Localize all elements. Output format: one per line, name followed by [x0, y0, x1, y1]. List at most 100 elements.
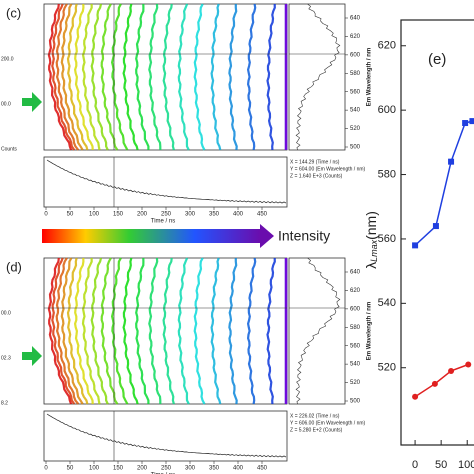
contour	[228, 258, 238, 405]
wl-tick-label: 620	[350, 34, 361, 40]
left-label: 200.0	[1, 56, 14, 62]
readout: X = 144.29 (Time / ns)	[290, 159, 340, 165]
time-tick-label: 250	[161, 466, 172, 472]
root: (c) 500 520 540 560 580 600 620 640 Em Wavelength…	[1, 3, 474, 474]
panel-label: (c)	[6, 5, 21, 20]
wl-tick-label: 580	[350, 325, 361, 331]
time-tick-label: 200	[137, 212, 148, 218]
time-tick-label: 0	[44, 466, 48, 472]
series-line	[414, 363, 469, 398]
time-tick-label: 350	[209, 212, 220, 218]
contour	[60, 3, 84, 151]
decay-trace	[46, 413, 287, 458]
contour	[51, 257, 76, 405]
contour	[266, 257, 276, 405]
contour	[177, 257, 190, 405]
left-label: 00.0	[1, 310, 11, 316]
contour	[148, 3, 162, 150]
wl-tick-label: 600	[350, 306, 361, 312]
y-tick-label: 600	[378, 104, 396, 116]
wl-tick-label: 500	[350, 145, 361, 151]
left-label: 00.0	[1, 101, 11, 107]
contour	[66, 3, 89, 151]
wl-tick-label: 540	[350, 108, 361, 114]
x-tick-label: 100	[458, 459, 474, 471]
contour	[55, 257, 80, 405]
x-tick-label: 0	[412, 459, 418, 471]
time-axis-label: Time / ns	[151, 473, 175, 474]
contour	[246, 257, 257, 405]
spectrum	[295, 3, 341, 151]
contour	[47, 3, 73, 151]
intensity-label: Intensity	[278, 228, 330, 244]
contour	[81, 257, 101, 405]
time-tick-label: 300	[185, 466, 196, 472]
marker	[448, 158, 455, 165]
spectrum-frame	[288, 3, 346, 151]
contour	[100, 257, 119, 405]
contour	[148, 257, 162, 404]
contour	[210, 257, 222, 405]
intensity-arrowhead	[260, 224, 274, 248]
contour	[135, 257, 150, 404]
trace-frame	[43, 410, 288, 462]
marker	[431, 380, 438, 387]
marker	[432, 223, 439, 230]
time-tick-label: 200	[137, 466, 148, 472]
y-tick-label: 580	[378, 168, 396, 180]
time-tick-label: 400	[233, 212, 244, 218]
contour	[55, 3, 80, 151]
time-tick-label: 100	[89, 212, 100, 218]
time-tick-label: 300	[185, 212, 196, 218]
contour	[228, 4, 238, 151]
y-label-symbol: λ	[363, 262, 379, 269]
y-tick-label: 620	[378, 40, 396, 52]
spectrum-frame	[288, 257, 346, 405]
marker	[412, 393, 419, 400]
wl-tick-label: 560	[350, 89, 361, 95]
contour	[110, 257, 129, 405]
contour	[73, 257, 94, 405]
wl-tick-label: 500	[350, 399, 361, 405]
time-tick-label: 100	[89, 466, 100, 472]
contour	[135, 3, 150, 150]
spectrum	[295, 257, 341, 405]
time-tick-label: 450	[257, 466, 268, 472]
marker	[462, 120, 469, 127]
y-tick-label: 560	[378, 233, 396, 245]
contour	[193, 257, 206, 405]
contour	[73, 3, 94, 151]
contour	[177, 3, 190, 151]
readout: Y = 606.00 (Em Wavelength / nm)	[290, 420, 366, 426]
wl-tick-label: 520	[350, 380, 361, 386]
left-label: Counts	[1, 146, 17, 152]
y-tick-label: 520	[378, 362, 396, 374]
wl-tick-label: 520	[350, 126, 361, 132]
wl-tick-label: 640	[350, 270, 361, 276]
time-tick-label: 150	[113, 466, 124, 472]
readout: Z = 1.640 E+3 (Counts)	[290, 173, 343, 179]
wl-axis-label: Em Wavelength / nm	[367, 48, 373, 106]
y-tick-label: 540	[378, 297, 396, 309]
panel-label: (e)	[428, 51, 446, 68]
contour	[90, 3, 109, 151]
marker	[448, 367, 455, 374]
contour	[66, 257, 89, 405]
time-tick-label: 400	[233, 466, 244, 472]
y-axis-label: λLmax(nm)	[363, 211, 380, 269]
plot-frame	[400, 19, 474, 446]
contour	[246, 3, 257, 151]
wl-tick-label: 560	[350, 343, 361, 349]
contour	[122, 3, 139, 151]
wl-tick-label: 620	[350, 288, 361, 294]
contour	[193, 3, 206, 151]
time-tick-label: 450	[257, 212, 268, 218]
contour	[266, 3, 276, 151]
contour	[162, 257, 175, 405]
wl-tick-label: 600	[350, 52, 361, 58]
readout: X = 226.02 (Time / ns)	[290, 413, 340, 419]
wl-tick-label: 540	[350, 362, 361, 368]
left-label: 8.2	[1, 400, 8, 406]
contour	[122, 257, 139, 405]
